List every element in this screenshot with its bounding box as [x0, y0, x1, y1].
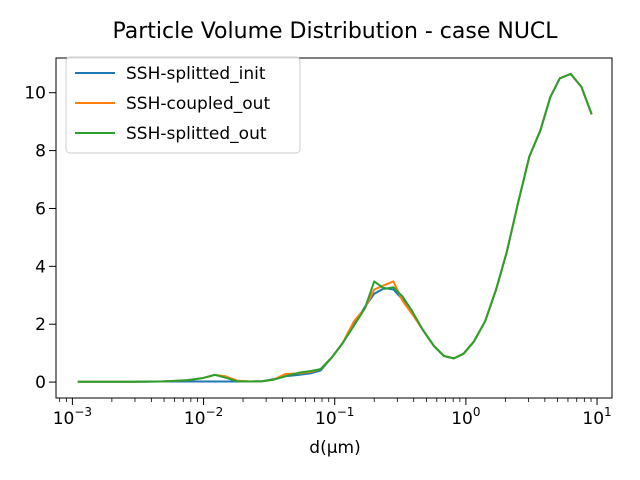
x-axis-label: d(μm) — [309, 438, 360, 458]
series-layer — [77, 72, 593, 383]
y-tick-label-5: 8 — [35, 142, 46, 162]
legend-label-1: SSH-splitted_init — [126, 64, 266, 84]
y-tick-label-2: 2 — [35, 315, 46, 335]
legend-label-2: SSH-coupled_out — [126, 94, 270, 114]
legend: SSH-splitted_init SSH-coupled_out SSH-spli… — [65, 56, 301, 154]
chart-title: Particle Volume Distribution - case NUCL — [112, 19, 558, 44]
y-tick-label-6: 10 — [24, 84, 46, 104]
plot-frame — [55, 57, 613, 399]
x-axis: 10−3 10−2 10−1 100 101 — [53, 398, 612, 429]
x-tick-label-2: 10−2 — [184, 405, 223, 429]
series-line-3 — [77, 72, 593, 383]
x-tick-label-5: 101 — [582, 405, 611, 429]
y-tick-label-1: 0 — [35, 373, 46, 393]
x-tick-label-1: 10−3 — [53, 405, 92, 429]
legend-label-3: SSH-splitted_out — [126, 124, 267, 144]
x-tick-label-3: 10−1 — [315, 405, 354, 429]
y-axis: 0 2 4 6 8 10 — [24, 84, 56, 393]
y-tick-label-4: 6 — [35, 199, 46, 219]
x-tick-label-4: 100 — [451, 405, 480, 429]
y-tick-label-3: 4 — [35, 257, 46, 277]
legend-box — [65, 56, 301, 154]
